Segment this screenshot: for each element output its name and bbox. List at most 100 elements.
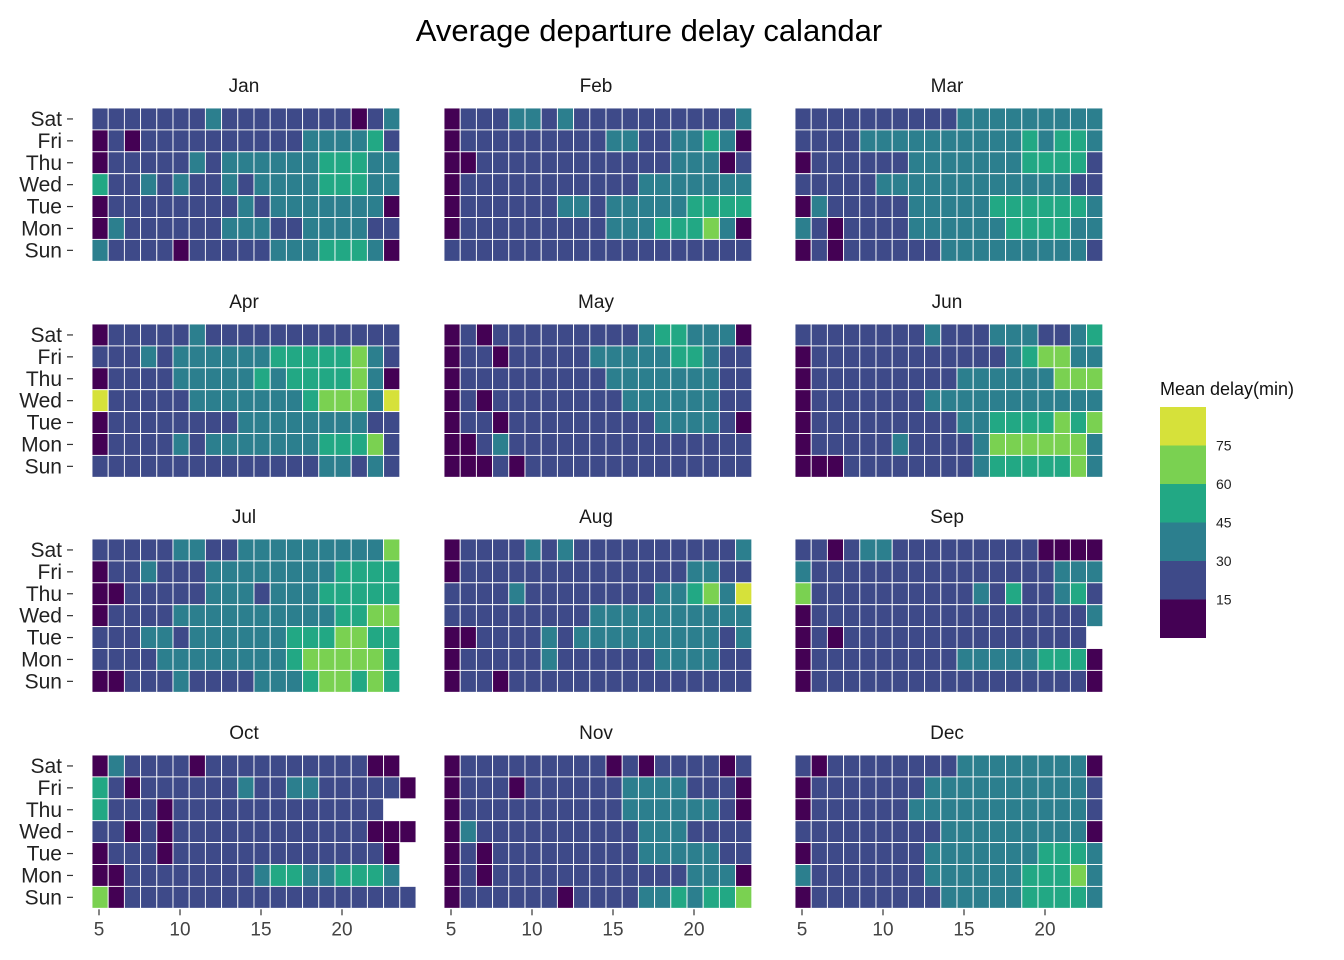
heat-cell (1069, 776, 1088, 800)
heat-cell (302, 129, 320, 153)
heat-cell (140, 129, 158, 153)
heat-cell (924, 323, 942, 347)
heat-cell (1037, 323, 1055, 347)
heat-cell (524, 776, 542, 800)
heat-cell (859, 107, 877, 131)
heat-cell (1037, 107, 1055, 131)
y-tick-label: Tue (27, 843, 62, 866)
heat-cell (172, 820, 190, 844)
heat-cell (524, 433, 542, 456)
heat-cell (718, 754, 737, 778)
heat-cell (156, 454, 174, 478)
heat-cell (334, 626, 352, 649)
heat-cell (540, 754, 558, 778)
heat-cell (475, 433, 494, 456)
heat-cell (302, 864, 320, 887)
heat-cell (253, 776, 271, 800)
heat-cell (1053, 798, 1071, 822)
heat-cell (956, 411, 974, 434)
heat-cell (718, 560, 737, 584)
heat-cell (366, 560, 385, 584)
heat-cell (140, 820, 158, 844)
heat-cell (524, 560, 542, 584)
heat-cell (654, 238, 672, 262)
heat-cell (859, 885, 877, 909)
heat-cell (826, 454, 845, 478)
heat-cell (91, 776, 109, 800)
heat-cell (188, 820, 206, 844)
heat-cell (107, 842, 125, 865)
heat-cell (334, 798, 352, 822)
heat-cell (156, 798, 174, 822)
heat-cell (621, 560, 639, 584)
heat-cell (237, 411, 255, 434)
heat-cell (123, 454, 142, 478)
heat-cell (875, 173, 893, 197)
heat-cell (972, 129, 990, 153)
heat-cell (91, 151, 109, 175)
heat-cell (589, 560, 607, 584)
heat-cell (956, 238, 974, 262)
heat-cell (253, 107, 271, 131)
heat-cell (556, 648, 575, 671)
heat-cell (540, 864, 558, 887)
heat-cell (318, 433, 336, 456)
heat-cell (269, 367, 287, 391)
heat-cell (475, 582, 494, 606)
heat-cell (654, 389, 672, 413)
heat-cell (302, 669, 320, 693)
y-tick-label: Wed (19, 174, 62, 197)
heat-cell (654, 864, 672, 887)
heat-cell (524, 411, 542, 434)
heat-cell (334, 151, 352, 175)
heat-cell (524, 217, 542, 240)
heat-cell (621, 173, 639, 197)
strip-label: Aug (579, 507, 613, 528)
heat-cell (891, 776, 909, 800)
heat-cell (875, 798, 893, 822)
heat-cell (350, 367, 368, 391)
heat-cell (556, 238, 575, 262)
heat-cell (859, 582, 877, 606)
heat-cell (637, 538, 656, 562)
heat-cell (253, 323, 271, 347)
heat-cell (524, 238, 542, 262)
heat-cell (1037, 195, 1055, 218)
heat-cell (302, 411, 320, 434)
heat-cell (1021, 195, 1039, 218)
heat-cell (1021, 626, 1039, 649)
heat-cell (988, 885, 1007, 909)
heat-cell (204, 107, 223, 131)
heat-cell (637, 238, 656, 262)
heat-cell (318, 648, 336, 671)
heat-cell (492, 864, 510, 887)
heat-cell (573, 885, 591, 909)
heat-cell (573, 604, 591, 628)
heat-cell (524, 195, 542, 218)
heat-cell (875, 669, 893, 693)
heat-cell (221, 217, 239, 240)
heat-cell (940, 885, 958, 909)
heat-cell (156, 367, 174, 391)
heat-cell (1069, 433, 1088, 456)
heat-cell (1037, 820, 1055, 844)
heat-cell (1069, 669, 1088, 693)
heat-cell (459, 238, 477, 262)
heat-cell (253, 582, 271, 606)
heat-cell (735, 582, 753, 606)
heat-cell (924, 776, 942, 800)
heat-cell (492, 345, 510, 369)
heat-cell (508, 323, 526, 347)
heat-cell (810, 648, 828, 671)
heat-cell (508, 864, 526, 887)
heat-cell (826, 798, 845, 822)
heat-cell (1037, 433, 1055, 456)
heat-cell (383, 604, 401, 628)
heat-cell (366, 604, 385, 628)
heat-cell (972, 345, 990, 369)
heat-cell (237, 538, 255, 562)
heat-cell (573, 151, 591, 175)
heat-cell (285, 864, 304, 887)
heat-cell (459, 195, 477, 218)
heat-cell (318, 195, 336, 218)
